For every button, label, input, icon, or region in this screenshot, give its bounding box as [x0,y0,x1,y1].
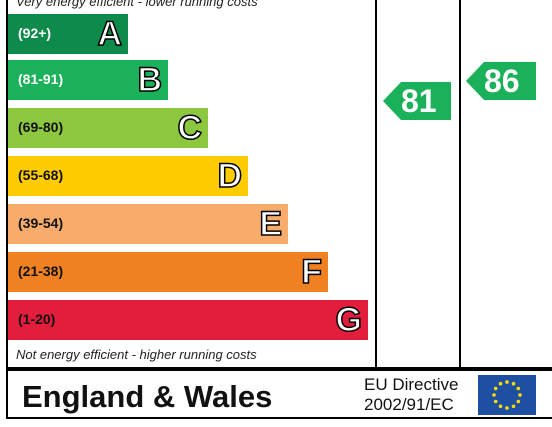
chart-frame [6,0,552,369]
band-letter: D [217,156,243,196]
band-g: (1-20) G [8,300,368,340]
band-letter: F [300,252,322,292]
band-letter: A [97,14,123,54]
eu-star [511,381,516,386]
band-range-label: (55-68) [18,167,64,183]
band-range-label: (1-20) [18,311,56,327]
band-c: (69-80) C [8,108,208,148]
top-caption: Very energy efficient - lower running co… [16,0,258,9]
bottom-caption: Not energy efficient - higher running co… [16,347,257,362]
band-range-label: (92+) [18,25,52,41]
region-label: England & Wales [22,379,273,414]
directive-label: EU Directive 2002/91/EC [364,375,458,415]
directive-line-2: 2002/91/EC [364,395,454,414]
band-f: (21-38) F [8,252,328,292]
eu-star [505,380,509,384]
eu-star [505,406,509,410]
footer: England & Wales EU Directive 2002/91/EC [6,369,552,419]
eu-star [498,381,503,386]
band-d: (55-68) D [8,156,248,196]
column-divider-current [375,0,377,369]
current-arrow-shape [383,82,451,120]
band-a: (92+) A [8,14,128,54]
eu-star [493,386,498,391]
potential-arrow-shape [466,62,536,100]
band-range-label: (69-80) [18,119,64,135]
band-b: (81-91) B [8,60,168,100]
eu-star [516,386,521,391]
eu-star [511,404,516,409]
band-letter: B [137,60,163,100]
eu-star [493,399,498,404]
band-range-label: (81-91) [18,71,64,87]
eu-star [492,393,496,397]
band-range-label: (21-38) [18,263,64,279]
band-letter: E [259,204,283,244]
current-rating-value: 81 [401,83,437,119]
potential-rating-value: 86 [484,63,520,99]
band-letter: G [335,300,363,340]
eu-star [516,399,521,404]
directive-line-1: EU Directive [364,375,459,394]
eu-star [498,404,503,409]
eu-stars [492,380,522,410]
band-letter: C [177,108,203,148]
band-range-label: (39-54) [18,215,64,231]
band-e: (39-54) E [8,204,288,244]
eu-flag-icon [478,375,536,415]
eu-star [518,393,522,397]
column-divider-potential [459,0,461,369]
